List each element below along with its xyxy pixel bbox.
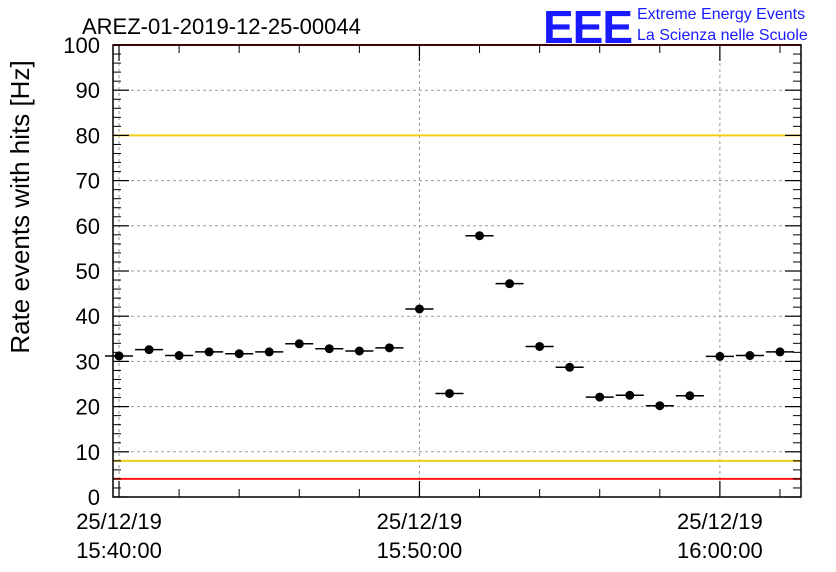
data-point (645, 401, 674, 411)
data-point-marker (354, 346, 364, 356)
x-tick-time: 16:00:00 (677, 538, 763, 563)
data-point-marker (324, 344, 334, 354)
data-point (525, 341, 554, 351)
data-point-marker (204, 347, 214, 357)
data-point (135, 345, 164, 355)
data-point (104, 351, 134, 361)
y-tick-label: 100 (63, 33, 100, 58)
x-tick-date: 25/12/19 (76, 509, 162, 534)
data-point (435, 388, 464, 398)
data-point-marker (775, 347, 785, 357)
logo-line-2: La Scienza nelle Scuole (637, 27, 808, 44)
y-tick-label: 30 (76, 349, 100, 374)
data-point (585, 392, 614, 402)
axis-ticks (113, 44, 801, 498)
x-tick-time: 15:40:00 (76, 538, 162, 563)
eee-logo: EEE Extreme Energy Events La Scienza nel… (543, 1, 808, 53)
data-point-marker (414, 304, 424, 314)
x-tick-labels: 25/12/19 15:40:00 25/12/19 15:50:00 25/12/19… (76, 509, 763, 563)
y-tick-label: 50 (76, 259, 100, 284)
data-point (465, 231, 494, 241)
y-tick-label: 20 (76, 395, 100, 420)
data-point-marker (234, 349, 244, 359)
data-point (285, 339, 314, 349)
data-point-marker (264, 347, 274, 357)
data-point (375, 343, 404, 353)
x-tick-time: 15:50:00 (377, 538, 463, 563)
data-point (615, 390, 644, 400)
data-point-marker (174, 351, 184, 361)
data-point (765, 347, 794, 357)
y-tick-label: 0 (88, 485, 100, 510)
data-point-marker (745, 351, 755, 361)
data-point-marker (144, 345, 154, 355)
y-tick-labels: 0 10 20 30 40 50 60 70 80 90 100 (63, 33, 100, 510)
x-tick-date: 25/12/19 (677, 509, 763, 534)
data-point (555, 362, 584, 372)
data-point-marker (294, 339, 304, 349)
y-tick-label: 90 (76, 78, 100, 103)
data-point-marker (114, 351, 124, 361)
data-point (735, 351, 764, 361)
y-tick-label: 10 (76, 440, 100, 465)
chart-title: AREZ-01-2019-12-25-00044 (82, 14, 361, 39)
data-point-marker (444, 388, 454, 398)
y-tick-label: 70 (76, 169, 100, 194)
data-point (195, 347, 224, 357)
data-point (255, 347, 284, 357)
data-point (315, 344, 344, 354)
data-point (165, 351, 194, 361)
data-point (705, 351, 734, 361)
data-point (675, 391, 704, 401)
data-point (345, 346, 374, 356)
data-point-marker (655, 401, 665, 411)
data-point-marker (565, 362, 575, 372)
data-point-marker (475, 231, 485, 241)
data-point-marker (715, 351, 725, 361)
data-point-marker (595, 392, 605, 402)
data-point-marker (505, 279, 515, 289)
data-point (225, 349, 254, 359)
x-tick-date: 25/12/19 (377, 509, 463, 534)
logo-line-1: Extreme Energy Events (637, 6, 805, 23)
y-tick-label: 40 (76, 304, 100, 329)
data-point-marker (625, 390, 635, 400)
grid (113, 45, 801, 497)
y-axis-title: Rate events with hits [Hz] (5, 60, 35, 353)
y-tick-label: 60 (76, 214, 100, 239)
data-point-marker (685, 391, 695, 401)
reference-lines (113, 44, 801, 480)
data-point-marker (535, 341, 545, 351)
data-point (405, 304, 434, 314)
data-points (104, 231, 794, 411)
data-point-marker (384, 343, 394, 353)
y-tick-label: 80 (76, 123, 100, 148)
data-point (495, 279, 524, 289)
